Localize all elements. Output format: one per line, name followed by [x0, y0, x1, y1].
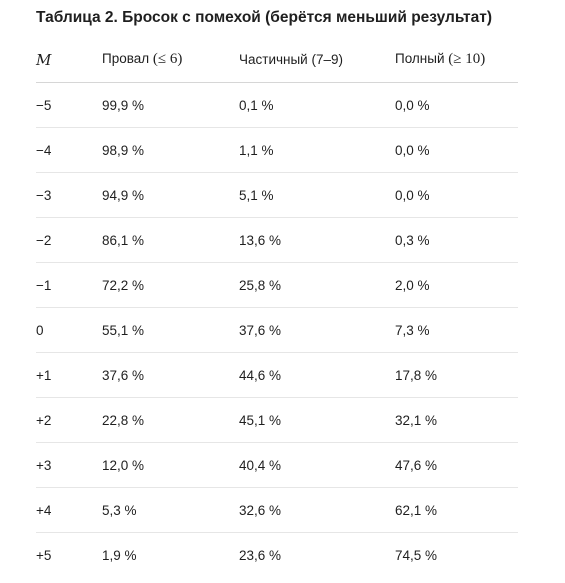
cell-modifier: +4	[36, 487, 102, 533]
cell-full: 47,6 %	[395, 442, 518, 488]
cell-modifier: 0	[36, 307, 102, 353]
cell-modifier: −5	[36, 82, 102, 128]
cell-modifier: +2	[36, 397, 102, 443]
table-row: −1 72,2 % 25,8 % 2,0 %	[36, 262, 518, 308]
header-modifier: M	[36, 37, 102, 83]
table-row: −5 99,9 % 0,1 % 0,0 %	[36, 82, 518, 128]
cell-full: 2,0 %	[395, 262, 518, 308]
cell-modifier: +1	[36, 352, 102, 398]
cell-full: 0,0 %	[395, 82, 518, 128]
probability-table: M Провал (≤ 6) Частичный (7–9) Полный (≥…	[36, 37, 518, 577]
table-row: +3 12,0 % 40,4 % 47,6 %	[36, 442, 518, 488]
cell-fail: 22,8 %	[102, 397, 239, 443]
cell-full: 62,1 %	[395, 487, 518, 533]
table-row: −2 86,1 % 13,6 % 0,3 %	[36, 217, 518, 263]
cell-fail: 5,3 %	[102, 487, 239, 533]
cell-full: 0,0 %	[395, 172, 518, 218]
cell-partial: 40,4 %	[239, 442, 395, 488]
cell-modifier: −3	[36, 172, 102, 218]
cell-partial: 44,6 %	[239, 352, 395, 398]
cell-modifier: +5	[36, 547, 52, 563]
header-full: Полный (≥ 10)	[395, 37, 518, 83]
cell-full: 7,3 %	[395, 307, 518, 353]
cell-partial: 23,6 %	[239, 547, 282, 563]
cell-fail: 98,9 %	[102, 127, 239, 173]
table-row: +5 1,9 % 23,6 % 74,5 %	[36, 533, 518, 578]
header-fail: Провал (≤ 6)	[102, 37, 239, 83]
cell-modifier: −1	[36, 262, 102, 308]
cell-full: 0,3 %	[395, 217, 518, 263]
cell-fail: 12,0 %	[102, 442, 239, 488]
table-row: +4 5,3 % 32,6 % 62,1 %	[36, 487, 518, 533]
cell-fail: 94,9 %	[102, 172, 239, 218]
cell-partial: 45,1 %	[239, 397, 395, 443]
cell-fail: 86,1 %	[102, 217, 239, 263]
cell-fail: 37,6 %	[102, 352, 239, 398]
cell-fail: 55,1 %	[102, 307, 239, 353]
cell-partial: 37,6 %	[239, 307, 395, 353]
cell-partial: 1,1 %	[239, 127, 395, 173]
table-title: Таблица 2. Бросок с помехой (берётся мен…	[36, 9, 493, 26]
table-header-row: M Провал (≤ 6) Частичный (7–9) Полный (≥…	[36, 37, 518, 83]
cell-partial: 13,6 %	[239, 217, 395, 263]
header-partial: Частичный (7–9)	[239, 37, 395, 83]
cell-modifier: +3	[36, 442, 102, 488]
cell-partial: 25,8 %	[239, 262, 395, 308]
cell-full: 17,8 %	[395, 352, 518, 398]
cell-fail: 1,9 %	[102, 547, 137, 563]
cell-modifier: −4	[36, 127, 102, 173]
cell-full: 32,1 %	[395, 397, 518, 443]
cell-partial: 32,6 %	[239, 487, 395, 533]
cell-full: 0,0 %	[395, 127, 518, 173]
cell-partial: 0,1 %	[239, 82, 395, 128]
cell-partial: 5,1 %	[239, 172, 395, 218]
cell-fail: 72,2 %	[102, 262, 239, 308]
table-row: −4 98,9 % 1,1 % 0,0 %	[36, 127, 518, 173]
cell-fail: 99,9 %	[102, 82, 239, 128]
cell-modifier: −2	[36, 217, 102, 263]
cell-full: 74,5 %	[395, 547, 438, 563]
table-row: 0 55,1 % 37,6 % 7,3 %	[36, 307, 518, 353]
table-row: +2 22,8 % 45,1 % 32,1 %	[36, 397, 518, 443]
table-row: +1 37,6 % 44,6 % 17,8 %	[36, 352, 518, 398]
table-row: −3 94,9 % 5,1 % 0,0 %	[36, 172, 518, 218]
